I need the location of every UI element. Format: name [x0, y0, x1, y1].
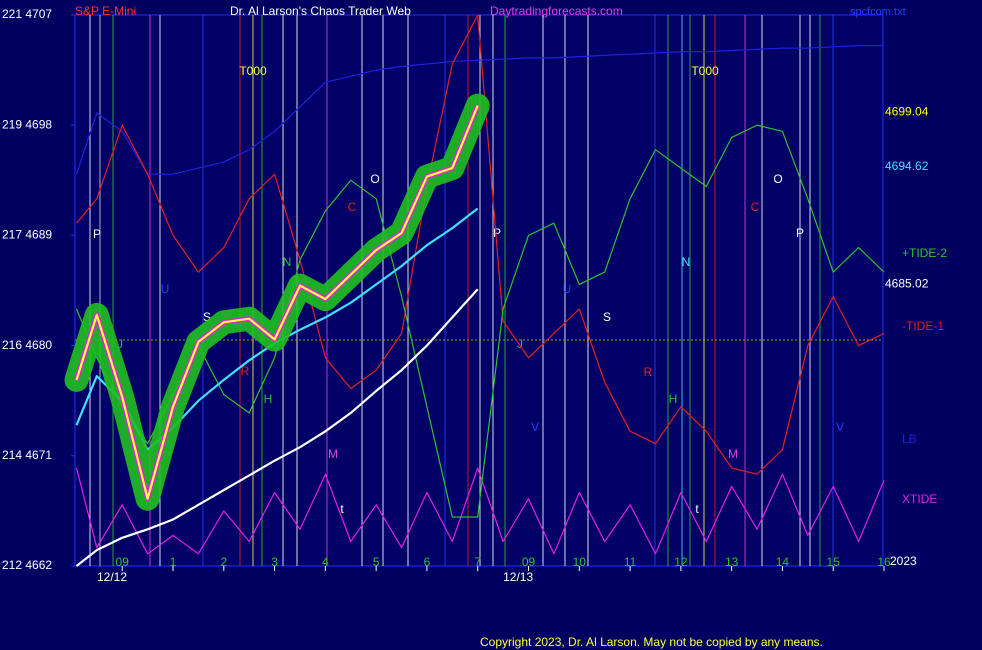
year: 2023: [890, 554, 917, 568]
annotation: P: [796, 226, 804, 240]
annotation: t: [340, 502, 344, 516]
y-tick-label: 221 4707: [2, 7, 52, 21]
y-tick-label: 212 4662: [2, 558, 52, 572]
annotation: R: [644, 365, 653, 379]
series-line: [76, 14, 885, 475]
x-tick-label: 5: [373, 555, 380, 569]
annotation: J: [517, 337, 523, 351]
x-tick-label: 14: [776, 555, 790, 569]
series-line: [75, 45, 884, 175]
annotation: H: [669, 392, 678, 406]
x-tick-label: 09: [522, 555, 536, 569]
x-tick-label: 2: [220, 555, 227, 569]
annotation: N: [682, 255, 691, 269]
y-tick-label: 217 4689: [2, 228, 52, 242]
price-marker-label: 4699.04: [885, 105, 929, 119]
annotation: O: [773, 172, 782, 186]
legend-label: +TIDE-2: [902, 246, 947, 260]
x-tick-label: 1: [170, 555, 177, 569]
instrument: S&P E-Mini: [75, 4, 136, 18]
file-name: spcfcom.txt: [850, 6, 906, 18]
legend-label: XTIDE: [902, 492, 937, 506]
x-tick-label: 16: [877, 555, 891, 569]
x-tick-label: 13: [725, 555, 739, 569]
annotation: V: [836, 420, 844, 434]
annotation: C: [348, 200, 357, 214]
x-tick-label: 11: [624, 555, 637, 569]
annotation: V: [531, 420, 539, 434]
y-tick-label: 216 4680: [2, 338, 52, 352]
annotation: M: [328, 447, 338, 461]
annotation: T000: [239, 64, 267, 78]
x-tick-label: 4: [322, 555, 329, 569]
x-tick-label: 3: [271, 555, 278, 569]
y-tick-label: 219 4698: [2, 117, 52, 131]
x-tick-label: 09: [116, 555, 130, 569]
annotation: P: [493, 226, 501, 240]
series-line: [75, 124, 885, 518]
x-tick-label: 15: [827, 555, 841, 569]
annotation: N: [283, 255, 292, 269]
date-label: 12/12: [97, 570, 127, 584]
annotation: M: [728, 447, 738, 461]
annotation: U: [563, 282, 572, 296]
price-marker-label: 4694.62: [885, 159, 929, 173]
legend-label: -TIDE-1: [902, 319, 944, 333]
chart-title: Dr. Al Larson's Chaos Trader Web: [230, 4, 411, 18]
annotation: S: [203, 310, 211, 324]
legend-label: LB: [902, 432, 917, 446]
y-tick-label: 214 4671: [2, 448, 52, 462]
annotation: C: [751, 200, 760, 214]
annotation: U: [161, 282, 170, 296]
copyright: Copyright 2023, Dr. Al Larson. May not b…: [480, 635, 823, 649]
date-label: 12/13: [503, 570, 533, 584]
annotation: T000: [691, 64, 719, 78]
annotation: J: [117, 337, 123, 351]
x-tick-label: 7: [474, 555, 481, 569]
series-line: [75, 288, 479, 567]
series-line: [75, 105, 479, 500]
annotation: S: [603, 310, 611, 324]
series-line: [75, 467, 885, 555]
x-tick-label: 6: [424, 555, 431, 569]
price-marker-label: 4685.02: [885, 276, 929, 290]
annotation: P: [93, 227, 101, 241]
website: Daytradingforecasts.com: [490, 4, 623, 18]
x-tick-label: 12: [674, 555, 688, 569]
x-tick-label: 10: [573, 555, 587, 569]
annotation: R: [241, 364, 250, 378]
annotation: O: [370, 172, 379, 186]
annotation: t: [695, 502, 699, 516]
annotation: H: [264, 392, 273, 406]
